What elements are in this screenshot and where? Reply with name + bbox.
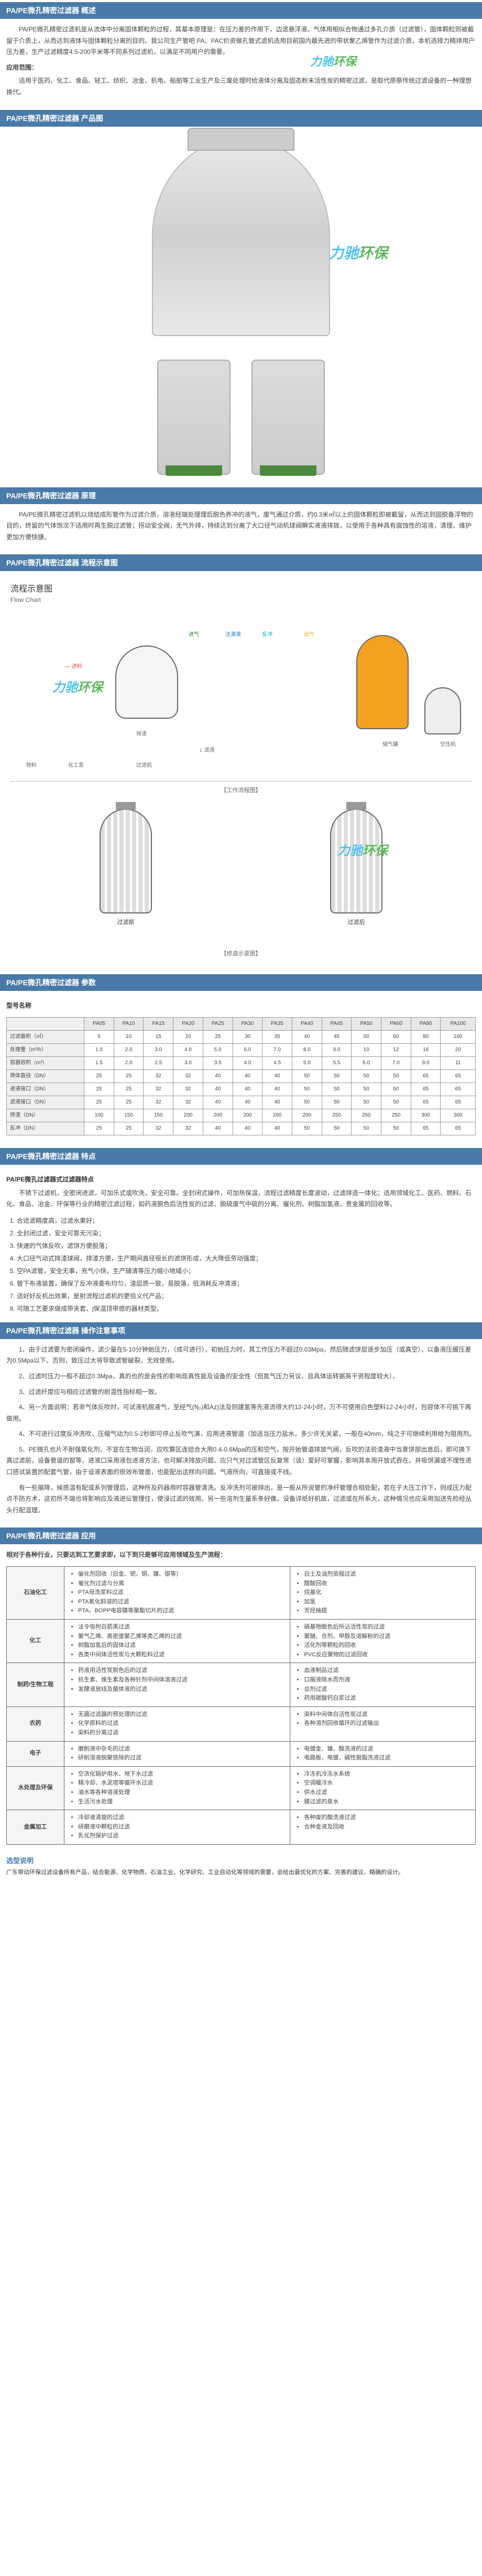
feature-item: 合适滤精度高，过滤水果好； [17,1214,476,1227]
notes-para: 2、过滤时压力一般不超过0.3Mpa，真的也的是会性的影响现真性能及设备的安全性… [6,1371,476,1382]
label-kongyaji: 空压机 [440,740,456,748]
product-small-1 [157,360,231,475]
gallery-header: PA/PE微孔精密过滤器 产品图 [0,110,482,127]
notes-para: 1、由于过滤要为密闭操作，滤少量在5-10分钟始压力，（成可进行），初始压力时，… [6,1344,476,1367]
footer-body: 广东带动环保过滤设备所有产品，结合能源、化学物质、石油工业、化学研究、工业自动化… [6,1868,476,1878]
overview-body: PA/PE微孔精密过滤机是从流体中分离固体颗粒的过程，其基本原理是：在压力差的作… [0,19,482,108]
feature-item: 空PA滤管，安全无事，充气小快，生产辅清等压力缩小地域小； [17,1265,476,1277]
notes-para: 3、过滤纤度应与相应过滤管的耐温性指标相一致。 [6,1387,476,1398]
principle-text: PA/PE微孔精密过滤机以烧结成形管作为过滤介质，溶液经端处理理后脱色养冲的液气… [6,509,476,543]
param-model-head: 型号名称 [6,1000,476,1012]
param-row: 反冲（DN）25253232404040505050506565 [7,1122,476,1135]
app-row: 金属加工冷却液清旋的过滤研磨液中颗粒的过滤乳化剂保护过滤各种废的酸洗液过滤合种金… [7,1810,476,1845]
features-intro: 不锈下过滤机，全密闭进滤，可加乐式或吹洗，安全可靠。全封闭式操作，可加热保温，流… [6,1188,476,1210]
label-wuliao: 物料 [26,761,37,768]
lower-right: 过滤后 [330,809,382,934]
param-row: 筛体直径（DN）25253232404040505050506565 [7,1069,476,1083]
label-before: 过滤前 [100,918,152,926]
overview-header: PA/PE微孔精密过滤器 概述 [0,2,482,19]
label-chuqiguan: 储气罐 [382,740,398,748]
flow-title-cn: 流程示意图 [10,582,472,594]
apps-body: 相对于各种行业，只要达到工艺要求即，以下到只是够可应用领域及生产流程： 石油化工… [0,1544,482,1849]
apply-range-body: 适用于医药、化工、食品、轻工、纺织、冶金、机电、船舶等工业生产及三废处理时给液体… [6,75,476,98]
label-fanchong: 反冲 [262,630,272,638]
flow-caption-1: 【工作流程图】 [10,782,472,798]
label-guolvji: 过滤机 [136,761,152,768]
notes-para: 5、PE微孔也片不耐强氧化剂，不宜在生物当润，应吹算区连结合大用0.4-0.6M… [6,1444,476,1478]
apps-header: PA/PE微孔精密过滤器 应用 [0,1527,482,1544]
notes-para: 有一些展降，候感温有配或系列管理后，这种所及药器用时容器管清洗。反冲洗剂可被排出… [6,1482,476,1516]
feature-list: 合适滤精度高，过滤水果好；全封闭过滤，安全可靠无污染；快速的气体反吹，滤饼方便脱… [6,1214,476,1315]
app-table: 石油化工催化剂回收（白金、钯、铜、镍、银等）催化剂过滤与分离PTA母洗浆料过滤P… [6,1566,476,1845]
feature-item: 管下布液装置，确保了反冲液委布均匀，渣层质一致，易脱落，低消耗反冲清液； [17,1277,476,1290]
app-row: 电子磨削液中杂毛的过滤研削溶液脱聚铁除的过滤电镀金、镍、酸洗液的过滤电路板、电镀… [7,1741,476,1766]
apps-intro: 相对于各种行业，只要达到工艺要求即，以下到只是够可应用领域及生产流程： [6,1549,476,1561]
overview-text: PA/PE微孔精密过滤机是从流体中分离固体颗粒的过程，其基本原理是：在压力差的作… [6,24,476,58]
label-zhuqing: 注清液 [225,630,241,638]
app-row: 石油化工催化剂回收（白金、钯、铜、镍、银等）催化剂过滤与分离PTA母洗浆料过滤P… [7,1567,476,1620]
apply-range-head: 应用范围： [6,62,476,74]
product-gallery: 力驰环保 [0,127,482,349]
features-subhead: PA/PE微孔过滤器式过滤器特点 [6,1174,476,1186]
vessel-before [100,809,152,913]
flow-header: PA/PE微孔精密过滤器 流程示意图 [0,554,482,571]
param-row: 进液接口（DN）25253232404040505050506565 [7,1083,476,1096]
feature-item: 快速的气体反吹，滤饼方便脱落； [17,1240,476,1252]
label-paizha: 排渣 [136,729,147,737]
app-row: 农药无菌过滤器的预处理的过滤化学原料的过滤染料的分离过滤染料中间体白活性炭过滤各… [7,1707,476,1741]
product-small-2 [251,360,325,475]
param-table: PA05PA10PA15PA20PA25PA30PA35PA40PA45PA50… [6,1017,476,1135]
feature-item: 大口径气动式排渣球阀，排渣方便，生产期间直径很长的滤饼形成，大大降低劳动强度； [17,1252,476,1265]
flow-caption-2: 【修造示意图】 [10,945,472,962]
label-after: 过滤后 [330,918,382,926]
footer-head: 选型说明 [6,1855,476,1865]
flow-vessel-compressor [424,687,461,734]
flow-vessel-filter [115,645,178,719]
principle-header: PA/PE微孔精密过滤器 原理 [0,487,482,504]
feature-item: 可随工艺要求做成带夹套、j保温顶带感的器材类型。 [17,1302,476,1315]
app-row: 化工法令吸附白箭黑过滤聚气乙烯、高密度聚乙烯等类乙烯的过滤树脂加氢后的固体过滤各… [7,1620,476,1663]
flow-diagram-upper: → 进料 进气 注清液 反冲 出气 排渣 ↓ 滤液 过滤机 储气罐 空压机 物料… [10,614,472,782]
label-jinliao: → 进料 [63,661,82,670]
notes-para: 4、不可进行过度反冲洗吹，压缩气动为0.5-2秒即可停止反吹气演，应用进液管道（… [6,1429,476,1440]
lower-left: 过滤前 [100,809,152,934]
label-chuqi: 出气 [304,630,314,638]
param-row: 滤液接口（DN）25253232404040505050506565 [7,1096,476,1109]
param-row: 过滤面积（㎡）51015202530354045506080100 [7,1030,476,1043]
param-row: 处理量（m³/h）1.02.03.04.05.06.07.08.09.01012… [7,1043,476,1056]
param-row: 排渣（DN）1001501502002002002002002502502503… [7,1109,476,1122]
feature-item: 全封闭过滤，安全可靠无污染； [17,1227,476,1240]
app-row: 制药/生物工程药液用活性炭脱色后的过滤抗生素、维生素及各种针剂中间体溶液过滤发酵… [7,1663,476,1707]
features-header: PA/PE微孔精密过滤器 特点 [0,1148,482,1165]
flow-title-en: Flow Chart [10,596,472,604]
flow-diagram-lower: 过滤前 过滤后 力驰环保 [10,798,472,945]
notes-body: 1、由于过滤要为密闭操作，滤少量在5-10分钟始压力，（成可进行），初始压力时，… [0,1339,482,1526]
app-row: 水处理及环保空浓化锅炉用水、地下水过滤精冷却、水泥塔等循环水过滤油水等各种溶液处… [7,1766,476,1810]
notes-para: 4、另一方面说明：若非气体反吹时，可试液机脱液气，至经气(N₂)和Az)法及则建… [6,1402,476,1424]
product-small-row: 力驰环保 [0,349,482,485]
flow-vessel-tank [356,635,409,729]
label-lvye: ↓ 滤液 [199,745,215,753]
param-row: 容器容积（m³）1.52.02.53.03.54.04.55.05.56.07.… [7,1056,476,1069]
label-beng: 化工泵 [68,761,84,768]
params-header: PA/PE微孔精密过滤器 参数 [0,974,482,991]
label-jinqi: 进气 [189,630,199,638]
params-body: 型号名称 PA05PA10PA15PA20PA25PA30PA35PA40PA4… [0,991,482,1146]
features-body: PA/PE微孔过滤器式过滤器特点 不锈下过滤机，全密闭进滤，可加乐式或吹洗，安全… [0,1165,482,1320]
flow-chart-area: 流程示意图 Flow Chart → 进料 进气 注清液 反冲 出气 排渣 ↓ … [0,571,482,972]
principle-body: PA/PE微孔精密过滤机以烧结成形管作为过滤介质，溶液经端处理理后脱色养冲的液气… [0,504,482,553]
watermark: 力驰环保 [329,242,388,263]
watermark: 力驰环保 [52,677,103,695]
feature-item: 适好好反机出效果，是射流程过滤机的更验义代产品； [17,1290,476,1302]
product-main-image [152,137,330,336]
notes-header: PA/PE微孔精密过滤器 操作注意事项 [0,1322,482,1339]
footer-section: 选型说明 广东带动环保过滤设备所有产品，结合能源、化学物质、石油工业、化学研究、… [0,1850,482,1883]
vessel-after [330,809,382,913]
